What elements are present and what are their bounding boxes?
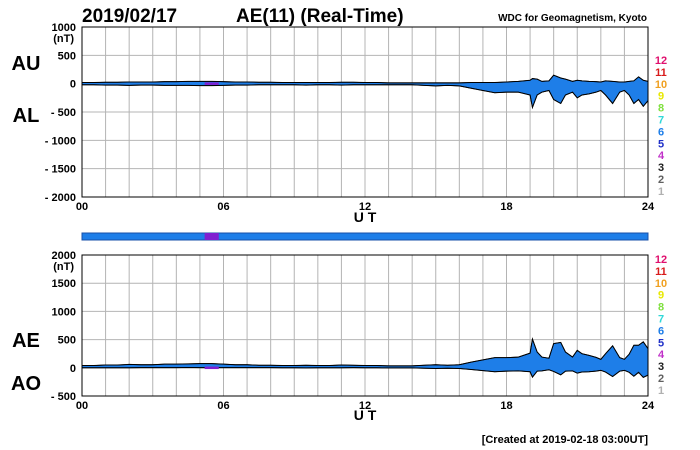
ae-ao-x-tick-label: 24 bbox=[642, 400, 655, 412]
au-al-y-tick-label: - 1000 bbox=[45, 135, 76, 147]
au-al-y-ticks: 1000 500 0 - 500 - 1000 - 1500 - 2000 bbox=[45, 22, 76, 204]
station-legend-level: 4 bbox=[658, 150, 665, 162]
station-legend-level: 11 bbox=[655, 266, 667, 278]
ae-ao-frame bbox=[81, 254, 649, 397]
ae-ao-y-tick-label: 500 bbox=[58, 335, 76, 347]
au-al-y-tick-label: - 500 bbox=[51, 107, 76, 119]
station-legend-level: 9 bbox=[658, 290, 664, 302]
au-al-xlabel: U T bbox=[354, 209, 377, 225]
chart-date: 2019/02/17 bbox=[82, 6, 177, 27]
station-legend-level: 1 bbox=[658, 385, 664, 397]
au-al-grid bbox=[82, 27, 648, 197]
station-legend-level: 9 bbox=[658, 91, 664, 103]
station-count-bar bbox=[81, 232, 649, 241]
ae-ao-x-tick-label: 00 bbox=[76, 400, 88, 412]
ae-ao-y-ticks: 2000 1500 1000 500 0 - 500 bbox=[51, 250, 76, 403]
station-legend-level: 5 bbox=[658, 337, 664, 349]
au-al-unit-label: (nT) bbox=[53, 33, 74, 45]
ao-series-line bbox=[82, 367, 649, 379]
station-legend-level: 3 bbox=[658, 162, 664, 174]
au-al-y-tick-label: - 2000 bbox=[45, 192, 76, 204]
ae-series-line bbox=[82, 337, 649, 367]
ae-ao-xlabel: U T bbox=[354, 407, 377, 423]
ae-ao-y-tick-label: 1000 bbox=[52, 306, 76, 318]
station-bar-fill bbox=[81, 232, 649, 241]
chart-title: AE(11) (Real-Time) bbox=[236, 6, 404, 27]
au-al-y-tick-label: 1000 bbox=[52, 22, 76, 34]
created-timestamp: [Created at 2019-02-18 03:00UT] bbox=[482, 434, 649, 446]
station-legend-level: 5 bbox=[658, 138, 664, 150]
au-al-frame bbox=[81, 26, 649, 198]
station-legend-level: 2 bbox=[658, 174, 664, 186]
au-al-x-tick-label: 00 bbox=[76, 201, 88, 213]
station-legend-level: 2 bbox=[658, 373, 664, 385]
ao-side-label: AO bbox=[11, 373, 41, 395]
station-legend-level: 7 bbox=[658, 115, 664, 127]
ae-ao-unit-label: (nT) bbox=[53, 261, 74, 273]
station-legend-level: 6 bbox=[658, 126, 664, 138]
al-series-line bbox=[82, 84, 649, 110]
au-al-x-ticks: 00 06 12 18 24 bbox=[76, 201, 655, 213]
au-al-y-tick-label: 0 bbox=[70, 79, 76, 91]
station-legend-level: 11 bbox=[655, 67, 667, 79]
au-al-x-tick-label: 06 bbox=[217, 201, 229, 213]
ae-side-label: AE bbox=[12, 330, 40, 352]
ae-ao-y-tick-label: 1500 bbox=[52, 278, 76, 290]
ae-ao-y-tick-label: 0 bbox=[70, 363, 76, 375]
au-al-data bbox=[81, 74, 649, 110]
ae-ao-x-tick-label: 06 bbox=[217, 400, 229, 412]
ae-ao-y-tick-label: - 500 bbox=[51, 391, 76, 403]
station-legend-level: 4 bbox=[658, 349, 665, 361]
station-legend-level: 10 bbox=[655, 278, 667, 290]
al-side-label: AL bbox=[13, 105, 40, 127]
au-series-line bbox=[82, 74, 649, 84]
ae-ao-x-ticks: 00 06 12 18 24 bbox=[76, 400, 655, 412]
station-legend-level: 10 bbox=[655, 79, 667, 91]
station-legend-level: 12 bbox=[655, 55, 667, 67]
station-legend-level: 12 bbox=[655, 254, 667, 266]
station-legend-level: 8 bbox=[658, 103, 664, 115]
station-legend-level: 6 bbox=[658, 325, 664, 337]
au-side-label: AU bbox=[12, 53, 41, 75]
au-al-y-tick-label: 500 bbox=[58, 50, 76, 62]
ae-ao-y-tick-label: 2000 bbox=[52, 250, 76, 262]
station-legend-level: 8 bbox=[658, 302, 664, 314]
ae-ao-x-tick-label: 18 bbox=[500, 400, 512, 412]
station-legend-level: 7 bbox=[658, 314, 664, 326]
ae-ao-grid bbox=[82, 255, 648, 396]
ae-ao-x-tick-label: 12 bbox=[359, 400, 371, 412]
au-al-x-tick-label: 12 bbox=[359, 201, 371, 213]
au-al-x-tick-label: 18 bbox=[500, 201, 512, 213]
au-al-x-tick-label: 24 bbox=[642, 201, 655, 213]
station-legend-level: 3 bbox=[658, 361, 664, 373]
chart-source: WDC for Geomagnetism, Kyoto bbox=[498, 13, 647, 24]
au-al-y-tick-label: - 1500 bbox=[45, 164, 76, 176]
station-bar-highlight bbox=[204, 233, 219, 240]
station-legend-level: 1 bbox=[658, 186, 664, 198]
